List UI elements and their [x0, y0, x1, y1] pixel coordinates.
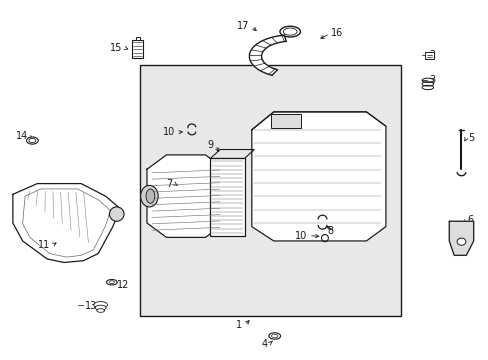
Text: 11: 11 — [38, 240, 50, 250]
Polygon shape — [251, 112, 385, 241]
Text: 7: 7 — [166, 179, 172, 189]
Text: 10: 10 — [162, 127, 174, 137]
Text: 4: 4 — [261, 339, 267, 349]
Ellipse shape — [141, 185, 158, 207]
Bar — [271, 114, 300, 128]
Text: 13: 13 — [84, 301, 97, 311]
Polygon shape — [448, 221, 473, 255]
Text: 14: 14 — [16, 131, 28, 141]
Ellipse shape — [271, 334, 277, 338]
Bar — [210, 158, 244, 235]
Ellipse shape — [94, 302, 107, 308]
Bar — [136, 37, 140, 40]
Ellipse shape — [26, 137, 38, 144]
Ellipse shape — [109, 281, 114, 284]
Text: 10: 10 — [294, 231, 306, 240]
Ellipse shape — [97, 309, 104, 312]
Ellipse shape — [456, 238, 465, 245]
Text: 16: 16 — [330, 28, 343, 38]
Ellipse shape — [268, 333, 280, 339]
Ellipse shape — [95, 305, 106, 310]
Polygon shape — [13, 184, 120, 262]
Text: 2: 2 — [428, 50, 434, 60]
Text: 5: 5 — [467, 133, 473, 143]
Text: 3: 3 — [428, 75, 434, 85]
Polygon shape — [147, 155, 224, 237]
Text: 6: 6 — [467, 215, 473, 225]
Text: 8: 8 — [326, 226, 332, 236]
Text: 1: 1 — [235, 320, 242, 330]
Text: 9: 9 — [207, 140, 213, 150]
Text: 12: 12 — [117, 280, 129, 290]
Ellipse shape — [146, 189, 155, 203]
Ellipse shape — [106, 279, 117, 285]
Text: 15: 15 — [110, 43, 122, 53]
Bar — [132, 40, 143, 58]
Ellipse shape — [109, 207, 124, 221]
Bar — [424, 51, 433, 59]
Ellipse shape — [29, 138, 36, 143]
Polygon shape — [249, 35, 285, 75]
Text: 17: 17 — [237, 21, 249, 31]
Bar — [140, 65, 400, 316]
